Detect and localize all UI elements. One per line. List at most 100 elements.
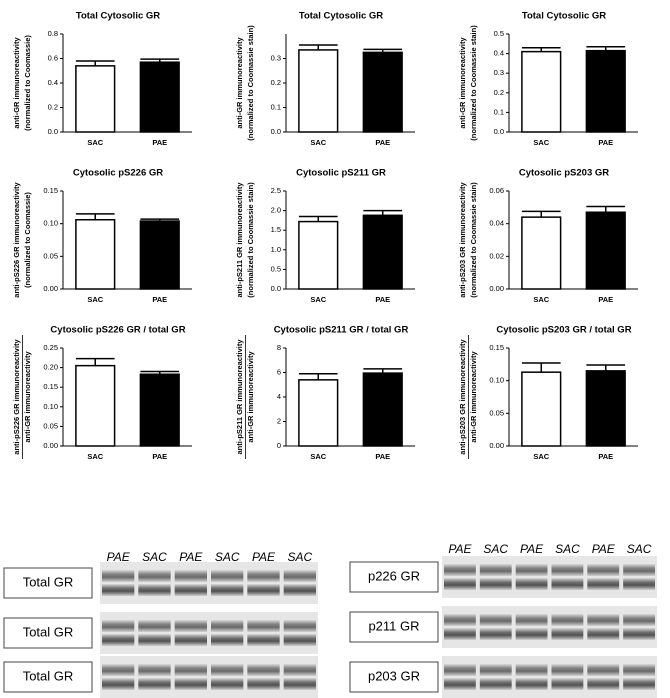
- bar: [139, 373, 180, 447]
- y-label-line: anti-GR immunoreactivity: [12, 37, 21, 129]
- lane-label: SAC: [627, 542, 652, 556]
- blot-band: [247, 664, 280, 676]
- blot-bg: [100, 656, 318, 698]
- blot-band: [551, 564, 584, 576]
- y-tick-label: 0.25: [43, 343, 58, 352]
- chart-title: Total Cytosolic GR: [522, 11, 606, 22]
- blot-band: [551, 664, 584, 676]
- y-tick-label: 0.05: [43, 421, 58, 430]
- y-tick-label: 0.0: [494, 127, 504, 136]
- y-tick-label: 0.5: [494, 29, 504, 38]
- y-tick-label: 0.06: [489, 186, 504, 195]
- x-tick-label: PAE: [598, 295, 613, 304]
- blot-band: [211, 678, 244, 690]
- y-tick-label: 0.4: [494, 49, 504, 58]
- y-tick-label: 0.05: [489, 408, 504, 417]
- y-tick-label: 0.00: [43, 441, 58, 450]
- y-label: anti-pS226 GR immunoreactivity (normalize…: [12, 181, 32, 297]
- bar: [521, 50, 562, 133]
- blot-band: [587, 564, 620, 576]
- blot-band: [587, 578, 620, 590]
- y-label: anti-GR immunoreactivity (normalized to C…: [12, 35, 32, 131]
- blot-band: [283, 584, 316, 596]
- y-tick-label: 0.0: [271, 284, 281, 293]
- y-label-line: anti-pS226 GR immunoreactivity: [12, 181, 21, 297]
- y-tick-label: 0.15: [489, 343, 504, 352]
- chart-title: Cytosolic pS211 GR: [296, 168, 386, 179]
- y-label-line: anti-GR immunoreactivity: [246, 351, 255, 443]
- blot-band: [479, 614, 512, 626]
- blot-band: [444, 564, 476, 576]
- y-label-line: anti-pS226 GR immunoreactivity: [12, 338, 21, 454]
- blot-band: [211, 570, 244, 582]
- x-tick-label: SAC: [310, 452, 326, 461]
- blot-band: [479, 628, 512, 640]
- y-label: anti-pS226 GR immunoreactivity anti-GR im…: [12, 335, 32, 459]
- x-tick-label: PAE: [152, 452, 167, 461]
- y-tick-label: 0.0: [48, 127, 58, 136]
- lane-label: SAC: [483, 542, 508, 556]
- y-tick-label: 0.5: [271, 264, 281, 273]
- blot-bg: [100, 562, 318, 604]
- y-tick-label: 0.6: [48, 53, 58, 62]
- label-box: [349, 561, 439, 593]
- blot-band: [623, 664, 655, 676]
- y-label-line: (normalized to Coomassie stain): [469, 182, 478, 298]
- y-label-line: anti-pS211 GR immunoreactivity: [235, 182, 244, 298]
- lane-label: PAE: [179, 550, 203, 564]
- blot-band: [444, 664, 476, 676]
- y-tick-label: 0.3: [271, 53, 281, 62]
- blot-label: Total GR: [23, 574, 74, 589]
- chart-title: Total Cytosolic GR: [76, 11, 160, 22]
- blot-band: [102, 664, 135, 676]
- blot-label: Total GR: [23, 668, 74, 683]
- chart-title: Cytosolic pS226 GR: [73, 168, 163, 179]
- blot-band: [623, 628, 655, 640]
- blot-band: [551, 578, 584, 590]
- blot-band: [174, 620, 207, 632]
- blot-band: [211, 620, 244, 632]
- blot-band: [174, 634, 207, 646]
- blot-band: [587, 628, 620, 640]
- x-tick-label: PAE: [152, 295, 167, 304]
- y-label-line: (normalized to Coomassie stain): [246, 25, 255, 141]
- blot-band: [623, 678, 655, 690]
- blot-band: [515, 628, 548, 640]
- y-label-line: (normalized to Coomassie): [23, 192, 32, 288]
- blot-band: [247, 678, 280, 690]
- chart-title: Cytosolic pS203 GR / total GR: [496, 325, 631, 336]
- blot-band: [587, 664, 620, 676]
- blot-band: [174, 584, 207, 596]
- blot-bg: [442, 656, 657, 698]
- bar: [362, 372, 403, 447]
- blot-band: [444, 628, 476, 640]
- x-tick-label: PAE: [375, 295, 390, 304]
- blot-band: [247, 634, 280, 646]
- chart-title: Cytosolic pS203 GR: [519, 168, 609, 179]
- y-tick-label: 0.2: [494, 88, 504, 97]
- lane-label: SAC: [142, 550, 167, 564]
- blot-band: [138, 584, 171, 596]
- y-label: anti-pS203 GR immunoreactivity anti-GR im…: [458, 335, 478, 459]
- blot-band: [102, 570, 135, 582]
- bar: [362, 214, 403, 290]
- y-label-line: (normalized to Coomassie): [23, 35, 32, 131]
- lane-label: PAE: [448, 542, 472, 556]
- blot-band: [283, 570, 316, 582]
- blot-band: [138, 620, 171, 632]
- blot-band: [479, 678, 512, 690]
- bar: [139, 61, 180, 133]
- y-tick-label: 0.10: [489, 376, 504, 385]
- bar: [585, 211, 626, 290]
- label-box: [3, 661, 93, 693]
- y-tick-label: 0: [277, 441, 281, 450]
- y-tick-label: 4: [277, 392, 281, 401]
- blot-band: [247, 620, 280, 632]
- blot-band: [515, 578, 548, 590]
- blot-band: [174, 664, 207, 676]
- y-tick-label: 8: [277, 343, 281, 352]
- lane-label: SAC: [215, 550, 240, 564]
- blot-band: [102, 620, 135, 632]
- blot-band: [587, 678, 620, 690]
- y-tick-label: 0.1: [271, 102, 281, 111]
